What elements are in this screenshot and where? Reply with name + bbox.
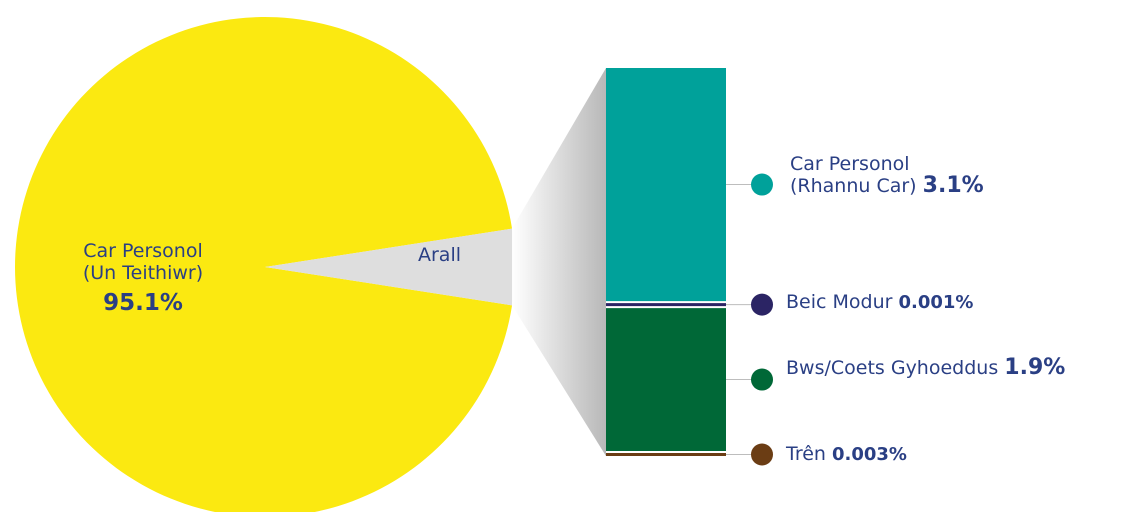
legend-dot-bus xyxy=(751,368,773,391)
stacked-bar xyxy=(606,68,726,456)
bar-segment-car-share xyxy=(606,68,726,302)
pie-label-line1: Car Personol xyxy=(83,240,203,262)
legend-item-train: Trên 0.003% xyxy=(786,443,907,466)
legend-dot-motorbike xyxy=(751,293,773,316)
legend-value: 0.003% xyxy=(832,444,907,465)
pie-slice-car-single xyxy=(15,17,513,512)
legend-leaders xyxy=(726,173,773,466)
legend-item-car-share: Car Personol (Rhannu Car) 3.1% xyxy=(790,153,984,197)
legend-value: 1.9% xyxy=(1004,355,1066,380)
legend-item-motorbike: Beic Modur 0.001% xyxy=(786,291,973,314)
pie-value-label: 95.1% xyxy=(103,290,183,316)
legend-label-line2: (Rhannu Car) xyxy=(790,175,917,197)
pie-label-car-single: Car Personol (Un Teithiwr) 95.1% xyxy=(48,240,238,316)
bar-segment-bus xyxy=(606,308,726,451)
legend-label: Bws/Coets Gyhoeddus xyxy=(786,357,999,379)
legend-dot-car-share xyxy=(751,173,773,196)
legend-item-bus: Bws/Coets Gyhoeddus 1.9% xyxy=(786,355,1066,380)
legend-label: Trên xyxy=(786,443,826,465)
legend-value: 0.001% xyxy=(898,292,974,313)
pie-label-line2: (Un Teithiwr) xyxy=(82,262,204,284)
legend-label-line1: Car Personol xyxy=(790,153,910,175)
legend-label: Beic Modur xyxy=(786,291,893,313)
legend-value: 3.1% xyxy=(922,173,984,198)
bar-segment-train xyxy=(606,453,726,456)
legend-dot-train xyxy=(751,443,773,466)
pie-label-other: Arall xyxy=(418,244,462,266)
pie-slice-other xyxy=(265,228,515,306)
breakdown-connector xyxy=(512,68,606,456)
bar-segment-motorbike xyxy=(606,303,726,307)
